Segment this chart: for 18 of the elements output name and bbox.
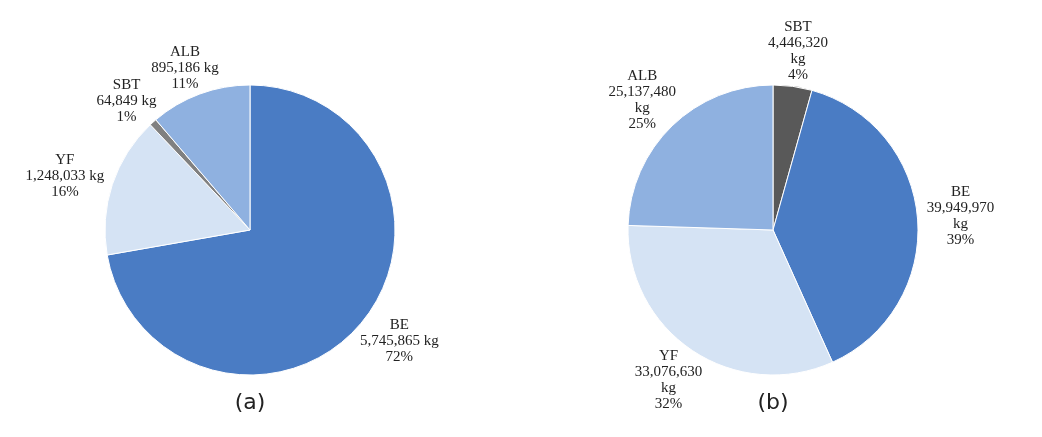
data-label: 64,849 kg 1% — [96, 92, 158, 125]
data-label: 5,745,865 kg 72% — [359, 332, 440, 365]
slice-label: SBT — [112, 76, 141, 93]
slice-label: SBT — [784, 17, 812, 34]
data-label: 33,076,630 kg 32% — [634, 363, 703, 412]
slice-label: YF — [55, 150, 75, 167]
data-label: 4,446,320 kg 4% — [768, 33, 829, 82]
text: (a) — [234, 389, 266, 414]
slice-label: ALB — [627, 67, 658, 84]
slice-label: BE — [950, 183, 971, 200]
slice-label: ALB — [169, 42, 200, 59]
slice-label: YF — [658, 347, 679, 364]
slice-label: BE — [389, 316, 409, 333]
data-label: 39,949,970 kg 39% — [926, 199, 995, 248]
text: (b) — [757, 389, 789, 414]
data-label: 25,137,480 kg 25% — [608, 83, 676, 132]
data-label: 895,186 kg 11% — [151, 58, 220, 91]
data-label: 1,248,033 kg 16% — [25, 166, 105, 199]
